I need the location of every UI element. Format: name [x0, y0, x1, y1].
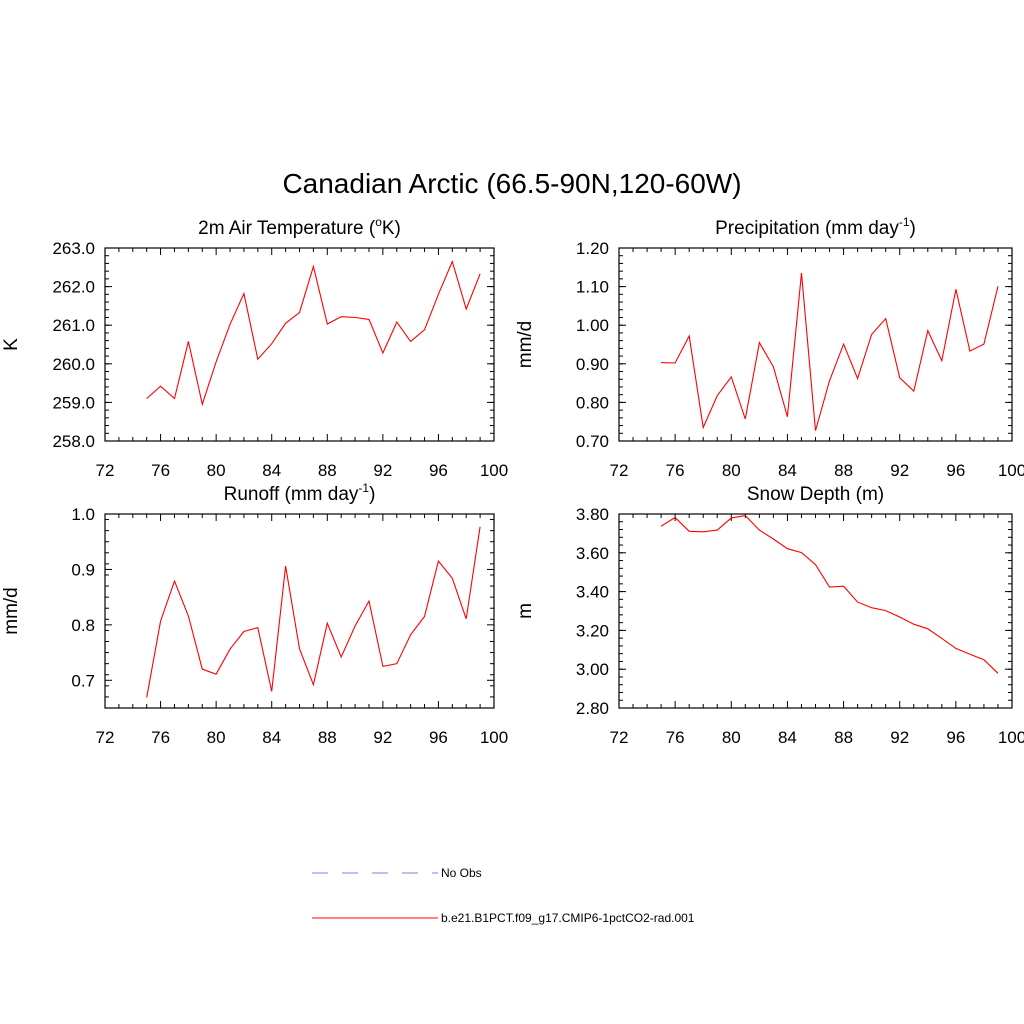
x-tick-label: 72 — [96, 728, 115, 747]
panel-title: 2m Air Temperature (oK) — [198, 215, 401, 239]
x-tick-label: 72 — [610, 461, 629, 480]
panel-snow-depth: 72 76 80 84 88 92 96 100 2.80 3.00 3.20 3.40 3.60 3.8… — [515, 484, 1024, 747]
panel-title-superscript: -1 — [358, 481, 369, 495]
y-tick-label: 0.70 — [576, 432, 609, 451]
x-tick-label: 100 — [998, 461, 1024, 480]
figure-title: Canadian Arctic (66.5-90N,120-60W) — [282, 168, 741, 199]
series-line-runoff — [146, 526, 481, 698]
panel-title-text: Runoff (mm day — [224, 484, 359, 505]
x-tick-label: 96 — [946, 461, 965, 480]
panel-title-text: Precipitation (mm day — [715, 218, 899, 239]
legend-obs-label: No Obs — [441, 866, 482, 880]
panel-title: Runoff (mm day-1) — [224, 481, 376, 505]
y-tick-label: 0.7 — [71, 671, 95, 690]
panel-title-text-end: ) — [910, 218, 916, 239]
y-tick-label: 1.20 — [576, 239, 609, 258]
y-tick-label: 258.0 — [52, 432, 95, 451]
series-line-precipitation — [661, 273, 999, 431]
x-tick-label: 84 — [778, 461, 797, 480]
y-tick-label: 3.00 — [576, 660, 609, 679]
x-tick-label: 100 — [998, 728, 1024, 747]
panel-precipitation: 72 76 80 84 88 92 96 100 0.70 0.80 0.90 1.00 1.10 1.2… — [515, 215, 1024, 480]
y-tick-label: 0.9 — [71, 560, 95, 579]
panel-title-text-end: ) — [369, 484, 375, 505]
x-tick-label: 76 — [666, 461, 685, 480]
y-tick-label: 259.0 — [52, 393, 95, 412]
panel-title-superscript: o — [375, 215, 382, 229]
panel-frame — [618, 247, 1013, 442]
y-tick-label: 1.0 — [71, 505, 95, 524]
y-tick-label: 263.0 — [52, 239, 95, 258]
y-tick-label: 2.80 — [576, 699, 609, 718]
x-tick-label: 84 — [262, 728, 281, 747]
y-tick-label: 0.80 — [576, 393, 609, 412]
y-tick-label: 0.8 — [71, 616, 95, 635]
y-tick-label: 261.0 — [52, 316, 95, 335]
panel-title: Snow Depth (m) — [747, 484, 884, 505]
x-tick-label: 96 — [946, 728, 965, 747]
panel-title-superscript: -1 — [899, 215, 910, 229]
y-tick-label: 3.20 — [576, 621, 609, 640]
panel-title: Precipitation (mm day-1) — [715, 215, 916, 239]
y-tick-label: 1.10 — [576, 278, 609, 297]
y-tick-label: 260.0 — [52, 355, 95, 374]
y-axis-label: mm/d — [1, 587, 22, 635]
y-tick-label: 3.80 — [576, 505, 609, 524]
panel-runoff: 72 76 80 84 88 92 96 100 0.7 0.8 0.9 1.0 mm/d Runoff … — [1, 481, 508, 747]
x-tick-label: 84 — [262, 461, 281, 480]
panel-frame — [104, 513, 495, 709]
x-tick-label: 96 — [429, 461, 448, 480]
x-tick-label: 92 — [890, 461, 909, 480]
panel-title-text-end: K) — [382, 218, 401, 239]
panel-title-text: Snow Depth (m) — [747, 484, 884, 505]
y-axis-label: K — [1, 338, 22, 351]
y-axis-label: mm/d — [515, 321, 536, 369]
legend: No Obs b.e21.B1PCT.f09_g17.CMIP6-1pctCO2… — [312, 866, 695, 925]
x-tick-label: 88 — [318, 461, 337, 480]
panel-frame — [618, 513, 1013, 709]
x-tick-label: 80 — [722, 461, 741, 480]
panel-frame — [104, 247, 495, 442]
panels: 72 76 80 84 88 92 96 100 258.0 259.0 260.0 261.0 262… — [1, 215, 1024, 747]
x-tick-label: 80 — [207, 461, 226, 480]
x-tick-label: 88 — [318, 728, 337, 747]
x-tick-label: 80 — [207, 728, 226, 747]
x-tick-label: 88 — [834, 461, 853, 480]
series-line-temperature — [146, 259, 481, 407]
y-tick-label: 262.0 — [52, 278, 95, 297]
panel-title-text: 2m Air Temperature ( — [198, 218, 376, 239]
x-tick-label: 96 — [429, 728, 448, 747]
y-tick-label: 3.40 — [576, 583, 609, 602]
y-axis-label: m — [515, 603, 536, 619]
x-tick-label: 80 — [722, 728, 741, 747]
x-tick-label: 76 — [666, 728, 685, 747]
y-tick-label: 0.90 — [576, 355, 609, 374]
x-tick-label: 72 — [610, 728, 629, 747]
x-tick-label: 100 — [480, 461, 508, 480]
legend-model-label: b.e21.B1PCT.f09_g17.CMIP6-1pctCO2-rad.00… — [441, 911, 695, 925]
x-tick-label: 100 — [480, 728, 508, 747]
x-tick-label: 72 — [96, 461, 115, 480]
x-tick-label: 92 — [373, 728, 392, 747]
x-tick-label: 84 — [778, 728, 797, 747]
series-line-snow-depth — [660, 515, 999, 674]
y-tick-label: 1.00 — [576, 316, 609, 335]
y-tick-label: 3.60 — [576, 544, 609, 563]
x-tick-label: 92 — [373, 461, 392, 480]
panel-temperature: 72 76 80 84 88 92 96 100 258.0 259.0 260.0 261.0 262… — [1, 215, 508, 480]
x-tick-label: 76 — [151, 728, 170, 747]
x-tick-label: 88 — [834, 728, 853, 747]
x-tick-label: 76 — [151, 461, 170, 480]
x-tick-label: 92 — [890, 728, 909, 747]
